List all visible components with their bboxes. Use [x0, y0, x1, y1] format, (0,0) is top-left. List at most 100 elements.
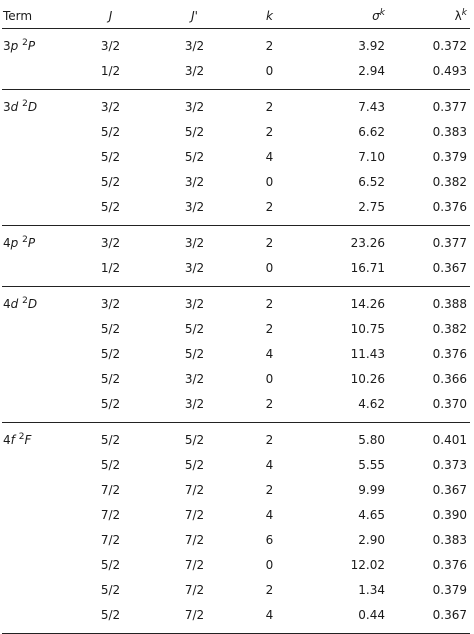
- term-multiplicity: 2: [22, 37, 28, 48]
- term-n: 3: [3, 38, 11, 53]
- cell-j: 7/2: [100, 532, 121, 547]
- cell-j-prime: 3/2: [154, 255, 238, 287]
- cell-lambda: 0.376: [432, 557, 467, 572]
- cell-lambda: 0.377: [432, 235, 467, 250]
- cell-k: 2: [265, 296, 274, 311]
- cell-j: 7/2: [100, 507, 121, 522]
- cell-j: 3/2: [100, 99, 121, 114]
- cell-j-prime: 3/2: [154, 58, 238, 90]
- table-row: 5/2 5/2 4 11.43 0.376: [2, 341, 470, 366]
- cell-sigma: 1.34: [358, 582, 385, 597]
- cell-term: [2, 58, 70, 90]
- cell-k: 0: [265, 174, 274, 189]
- term-n: 4: [3, 432, 11, 447]
- cell-j-prime: 7/2: [184, 557, 205, 572]
- cell-j: 5/2: [100, 124, 121, 139]
- cell-j-prime: 5/2: [184, 432, 205, 447]
- cell-k: 0: [238, 255, 304, 287]
- cell-sigma: 16.71: [304, 255, 388, 287]
- cell-sigma: 23.26: [350, 235, 385, 250]
- cell-lambda: 0.367: [432, 482, 467, 497]
- cell-term: 3p 2P: [2, 29, 70, 59]
- data-table: Term J J' k σk λk 3p 2P 3/2 3/2 2 3.92 0.372 1…: [2, 4, 470, 634]
- cell-j-prime: 5/2: [184, 457, 205, 472]
- header-lambda-sup: k: [461, 8, 467, 18]
- cell-k: 2: [265, 582, 274, 597]
- cell-k: 4: [265, 149, 274, 164]
- table-row: 4p 2P 3/2 3/2 2 23.26 0.377: [2, 226, 470, 256]
- table-row: 3p 2P 3/2 3/2 2 3.92 0.372: [2, 29, 470, 59]
- term-multiplicity: 2: [18, 431, 25, 442]
- cell-lambda: 0.383: [432, 124, 467, 139]
- cell-j: 5/2: [100, 174, 121, 189]
- cell-term: [2, 577, 70, 602]
- header-k: k: [238, 4, 304, 29]
- cell-sigma: 0.44: [304, 602, 388, 634]
- cell-k: 0: [265, 371, 274, 386]
- table-header: Term J J' k σk λk: [2, 4, 470, 29]
- cell-term: [2, 391, 70, 423]
- term-multiplicity: 2: [22, 295, 28, 306]
- cell-lambda: 0.388: [432, 296, 467, 311]
- cell-k: 2: [265, 99, 274, 114]
- cell-sigma: 7.43: [358, 99, 385, 114]
- cell-term: [2, 527, 70, 552]
- term-multiplicity: 2: [22, 98, 28, 109]
- cell-k: 2: [238, 194, 304, 226]
- cell-j: 5/2: [100, 149, 121, 164]
- cell-lambda: 0.401: [432, 432, 467, 447]
- term-l: p: [10, 235, 19, 250]
- table-row: 5/2 5/2 4 5.55 0.373: [2, 452, 470, 477]
- cell-lambda: 0.493: [388, 58, 470, 90]
- cell-j: 5/2: [70, 602, 154, 634]
- cell-lambda: 0.382: [432, 321, 467, 336]
- cell-j-prime: 3/2: [184, 174, 205, 189]
- cell-k: 2: [265, 482, 274, 497]
- cell-lambda: 0.373: [432, 457, 467, 472]
- table-row: 5/2 7/2 0 12.02 0.376: [2, 552, 470, 577]
- header-lambda: λk: [388, 4, 470, 29]
- cell-k: 2: [265, 38, 274, 53]
- cell-sigma: 2.90: [358, 532, 385, 547]
- cell-j-prime: 3/2: [184, 38, 205, 53]
- cell-sigma: 10.26: [350, 371, 385, 386]
- cell-lambda: 0.379: [432, 149, 467, 164]
- cell-j: 3/2: [100, 38, 121, 53]
- header-j-prime: J': [154, 4, 238, 29]
- cell-k: 2: [265, 124, 274, 139]
- cell-j-prime: 3/2: [154, 391, 238, 423]
- cell-sigma: 5.55: [358, 457, 385, 472]
- cell-j: 7/2: [100, 482, 121, 497]
- term-L: D: [27, 296, 38, 311]
- cell-j-prime: 5/2: [184, 346, 205, 361]
- term-L: P: [27, 235, 36, 250]
- cell-lambda: 0.377: [432, 99, 467, 114]
- cell-k: 2: [265, 235, 274, 250]
- cell-term: [2, 169, 70, 194]
- cell-j: 5/2: [70, 194, 154, 226]
- cell-lambda: 0.366: [432, 371, 467, 386]
- cell-k: 6: [265, 532, 274, 547]
- cell-k: 2: [238, 391, 304, 423]
- cell-lambda: 0.376: [388, 194, 470, 226]
- cell-j-prime: 3/2: [154, 194, 238, 226]
- header-j: J: [70, 4, 154, 29]
- cell-sigma: 9.99: [358, 482, 385, 497]
- cell-k: 4: [265, 346, 274, 361]
- cell-sigma: 5.80: [358, 432, 385, 447]
- table-row: 5/2 7/2 2 1.34 0.379: [2, 577, 470, 602]
- table-row: 5/2 3/2 0 10.26 0.366: [2, 366, 470, 391]
- cell-term: [2, 502, 70, 527]
- table-row: 5/2 5/2 2 6.62 0.383: [2, 119, 470, 144]
- cell-sigma: 10.75: [350, 321, 385, 336]
- term-l: p: [10, 38, 19, 53]
- cell-lambda: 0.382: [432, 174, 467, 189]
- cell-j-prime: 3/2: [184, 99, 205, 114]
- cell-j: 1/2: [70, 255, 154, 287]
- cell-j: 5/2: [100, 432, 121, 447]
- cell-lambda: 0.390: [432, 507, 467, 522]
- term-l: d: [10, 296, 19, 311]
- cell-sigma: 2.75: [304, 194, 388, 226]
- cell-j: 5/2: [100, 582, 121, 597]
- cell-k: 4: [265, 457, 274, 472]
